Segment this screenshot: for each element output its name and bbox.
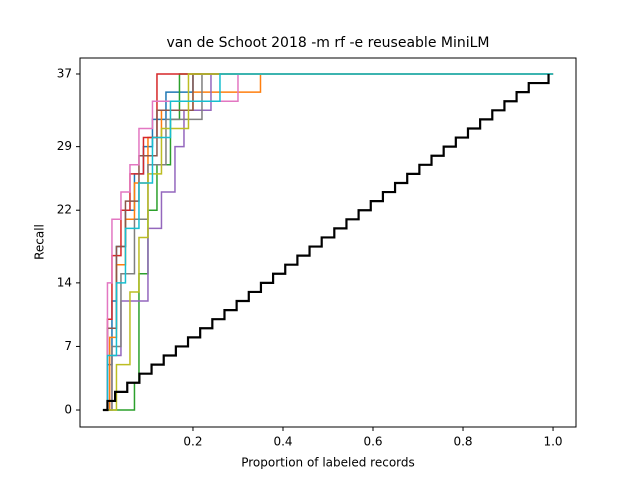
recall-curve bbox=[102, 73, 550, 412]
x-tick-label: 0.8 bbox=[453, 435, 472, 449]
x-tick-label: 1.0 bbox=[543, 435, 562, 449]
plot-frame bbox=[79, 57, 577, 428]
y-tick-label: 14 bbox=[57, 275, 72, 289]
recall-curve bbox=[102, 73, 554, 411]
chart-title: van de Schoot 2018 -m rf -e reuseable Mi… bbox=[166, 35, 489, 51]
recall-curve bbox=[102, 73, 554, 411]
x-tick-label: 0.4 bbox=[273, 435, 292, 449]
y-tick-label: 7 bbox=[64, 339, 72, 353]
x-tick-label: 0.2 bbox=[183, 435, 202, 449]
y-axis-label: Recall bbox=[33, 224, 47, 260]
y-tick-label: 37 bbox=[57, 66, 72, 80]
x-axis-label: Proportion of labeled records bbox=[241, 456, 415, 470]
y-tick-label: 22 bbox=[57, 203, 72, 217]
recall-curve bbox=[102, 73, 554, 411]
y-tick-label: 0 bbox=[64, 403, 72, 417]
y-tick-label: 29 bbox=[57, 139, 72, 153]
x-tick-label: 0.6 bbox=[363, 435, 382, 449]
recall-curve bbox=[102, 73, 554, 411]
